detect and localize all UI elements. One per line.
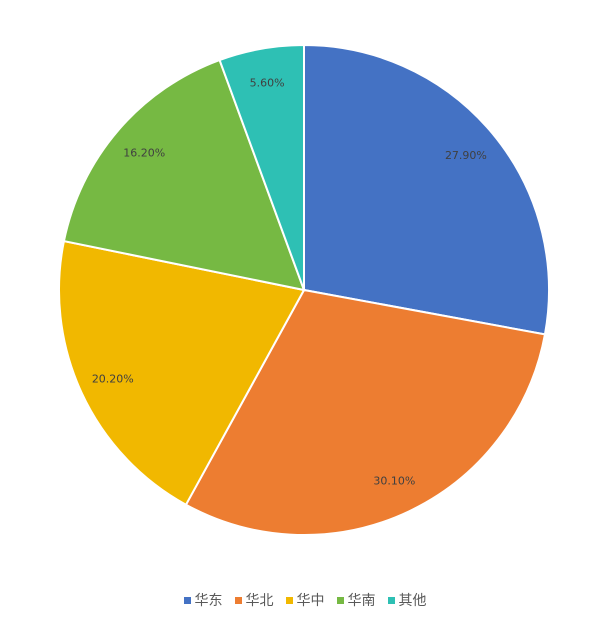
- legend-label: 华东: [194, 593, 223, 609]
- pie-chart: 27.90% 30.10% 20.20% 16.20% 5.60%: [58, 43, 550, 536]
- legend-swatch: [234, 596, 242, 604]
- pie-slice-4: [218, 43, 305, 291]
- data-label: 16.20%: [123, 147, 165, 160]
- legend-label: 华中: [296, 593, 325, 609]
- legend-item: 华南: [336, 590, 376, 610]
- data-label: 30.10%: [373, 474, 415, 487]
- data-label: 27.90%: [445, 149, 487, 162]
- pie-slice-0: [303, 43, 550, 336]
- legend-label: 其他: [398, 593, 427, 609]
- legend: 华东 华北 华中 华南 其他: [0, 590, 610, 610]
- legend-item: 华北: [234, 590, 274, 610]
- data-label: 5.60%: [250, 77, 285, 90]
- data-label: 20.20%: [92, 373, 134, 386]
- legend-item: 其他: [387, 590, 427, 610]
- legend-item: 华东: [183, 590, 223, 610]
- legend-swatch: [183, 596, 191, 604]
- pie-slice-2: [58, 239, 306, 507]
- pie-slice-1: [184, 288, 547, 536]
- legend-item: 华中: [285, 590, 325, 610]
- legend-label: 华南: [347, 593, 376, 609]
- legend-swatch: [285, 596, 293, 604]
- pie-slice-3: [62, 58, 306, 292]
- legend-label: 华北: [245, 593, 274, 609]
- legend-swatch: [387, 596, 395, 604]
- legend-swatch: [336, 596, 344, 604]
